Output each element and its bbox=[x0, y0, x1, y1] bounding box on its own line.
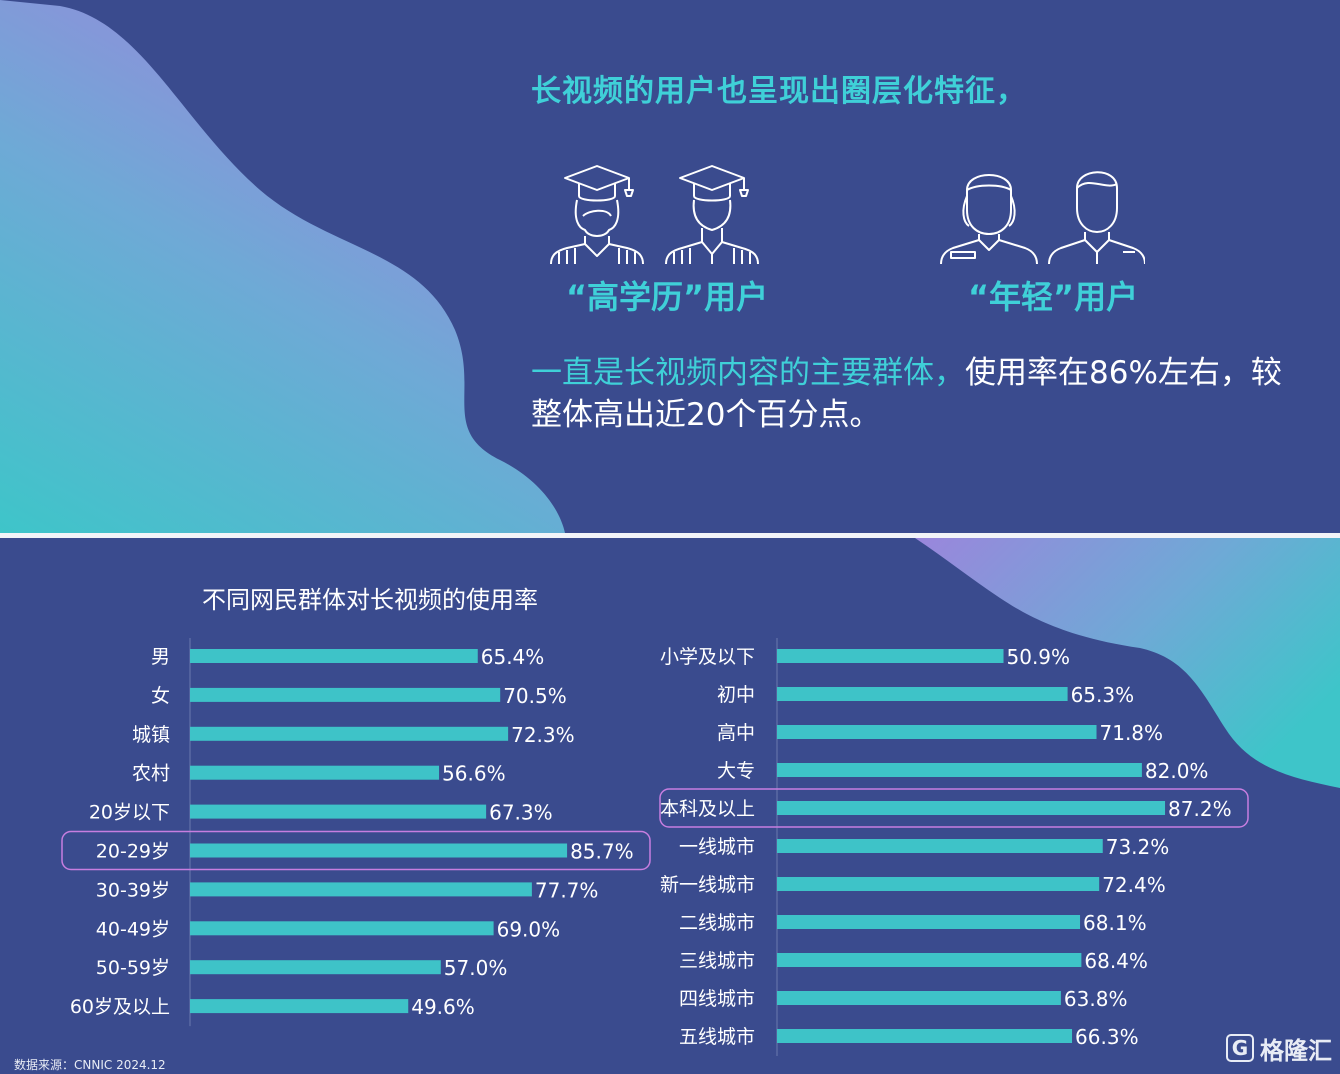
label-young: “年轻”用户 bbox=[968, 278, 1139, 316]
value-label: 72.3% bbox=[511, 723, 575, 747]
value-label: 63.8% bbox=[1064, 987, 1128, 1011]
category-label: 60岁及以上 bbox=[70, 996, 170, 1018]
summary-highlight: 一直是长视频内容的主要群体， bbox=[531, 355, 965, 391]
category-label: 大专 bbox=[717, 760, 755, 782]
category-label: 初中 bbox=[717, 684, 755, 706]
top-panel: 长视频的用户也呈现出圈层化特征， bbox=[0, 0, 1340, 533]
category-label: 20-29岁 bbox=[96, 841, 170, 863]
category-label: 城镇 bbox=[132, 724, 170, 746]
value-label: 85.7% bbox=[570, 840, 634, 864]
bar bbox=[777, 839, 1103, 853]
value-label: 82.0% bbox=[1145, 759, 1209, 783]
bar bbox=[190, 765, 440, 780]
headline: 长视频的用户也呈现出圈层化特征， bbox=[531, 74, 1027, 109]
category-label: 四线城市 bbox=[679, 988, 755, 1010]
bar bbox=[190, 843, 568, 858]
bar bbox=[190, 960, 441, 975]
value-label: 69.0% bbox=[497, 917, 561, 941]
category-label: 20岁以下 bbox=[89, 802, 170, 824]
bar bbox=[190, 999, 409, 1014]
category-label: 三线城市 bbox=[679, 950, 755, 972]
bar bbox=[777, 649, 1004, 663]
category-label: 小学及以下 bbox=[660, 646, 755, 668]
section-divider bbox=[0, 533, 1340, 538]
bar bbox=[777, 877, 1100, 891]
category-label: 二线城市 bbox=[679, 912, 755, 934]
user-icons bbox=[550, 165, 1145, 265]
summary-rest: 使用率在86%左右，较整体高出近20个百分点。 bbox=[531, 355, 1282, 433]
category-label: 40-49岁 bbox=[96, 918, 170, 940]
young-female-icon bbox=[940, 174, 1038, 265]
value-label: 57.0% bbox=[444, 956, 508, 980]
bar bbox=[777, 763, 1142, 777]
bar bbox=[777, 687, 1068, 701]
bar bbox=[777, 953, 1082, 967]
value-label: 56.6% bbox=[442, 762, 506, 786]
brand-logo: G 格隆汇 bbox=[1226, 1032, 1336, 1065]
bar bbox=[777, 1029, 1073, 1043]
bar bbox=[190, 804, 487, 819]
category-label: 男 bbox=[151, 646, 170, 668]
bar bbox=[777, 725, 1097, 739]
value-label: 73.2% bbox=[1106, 835, 1170, 859]
bar-chart: 男 65.4% 女 70.5% 城镇 72.3% 农村 56.6% 20岁以下 67.3% 20-2… bbox=[61, 638, 1249, 1056]
highlight-box bbox=[659, 788, 1249, 828]
label-high-education: “高学历”用户 bbox=[566, 278, 769, 316]
decorative-wave bbox=[0, 0, 565, 533]
value-label: 65.3% bbox=[1071, 683, 1135, 707]
category-label: 50-59岁 bbox=[96, 957, 170, 979]
young-male-icon bbox=[1048, 171, 1145, 265]
value-label: 49.6% bbox=[411, 995, 475, 1019]
value-label: 72.4% bbox=[1102, 873, 1166, 897]
decorative-wave-bottom bbox=[915, 538, 1340, 788]
category-label: 本科及以上 bbox=[660, 798, 755, 820]
value-label: 68.4% bbox=[1084, 949, 1148, 973]
category-label: 女 bbox=[151, 685, 170, 707]
bar bbox=[190, 882, 532, 897]
category-label: 一线城市 bbox=[679, 836, 755, 858]
bar bbox=[777, 915, 1081, 929]
logo-text: 格隆汇 bbox=[1260, 1036, 1332, 1065]
value-label: 70.5% bbox=[503, 684, 567, 708]
category-label: 新一线城市 bbox=[660, 874, 755, 896]
category-label: 五线城市 bbox=[679, 1026, 755, 1048]
value-label: 65.4% bbox=[481, 645, 545, 669]
graduate-male-icon bbox=[665, 165, 759, 265]
graduate-female-icon bbox=[550, 165, 644, 265]
value-label: 68.1% bbox=[1083, 911, 1147, 935]
bar bbox=[777, 991, 1061, 1005]
bar bbox=[190, 649, 478, 663]
category-label: 农村 bbox=[132, 763, 170, 785]
value-label: 71.8% bbox=[1100, 721, 1164, 745]
summary-paragraph: 一直是长视频内容的主要群体，使用率在86%左右，较整体高出近20个百分点。 bbox=[531, 352, 1311, 436]
bar bbox=[190, 687, 501, 702]
value-label: 67.3% bbox=[489, 801, 553, 825]
category-label: 高中 bbox=[717, 722, 755, 744]
value-label: 66.3% bbox=[1075, 1025, 1139, 1049]
value-label: 77.7% bbox=[535, 878, 599, 902]
bar bbox=[777, 801, 1166, 815]
bar bbox=[190, 921, 494, 936]
category-label: 30-39岁 bbox=[96, 879, 170, 901]
chart-title: 不同网民群体对长视频的使用率 bbox=[202, 586, 538, 614]
data-source: 数据来源：CNNIC 2024.12 bbox=[14, 1058, 166, 1072]
bottom-panel: 不同网民群体对长视频的使用率 男 65.4% 女 70.5% 城镇 72.3% 农村 56.6… bbox=[0, 538, 1340, 1074]
logo-mark-icon: G bbox=[1226, 1034, 1254, 1062]
bar bbox=[190, 726, 509, 741]
value-label: 50.9% bbox=[1007, 645, 1071, 669]
highlight-box bbox=[61, 830, 651, 871]
value-label: 87.2% bbox=[1168, 797, 1232, 821]
